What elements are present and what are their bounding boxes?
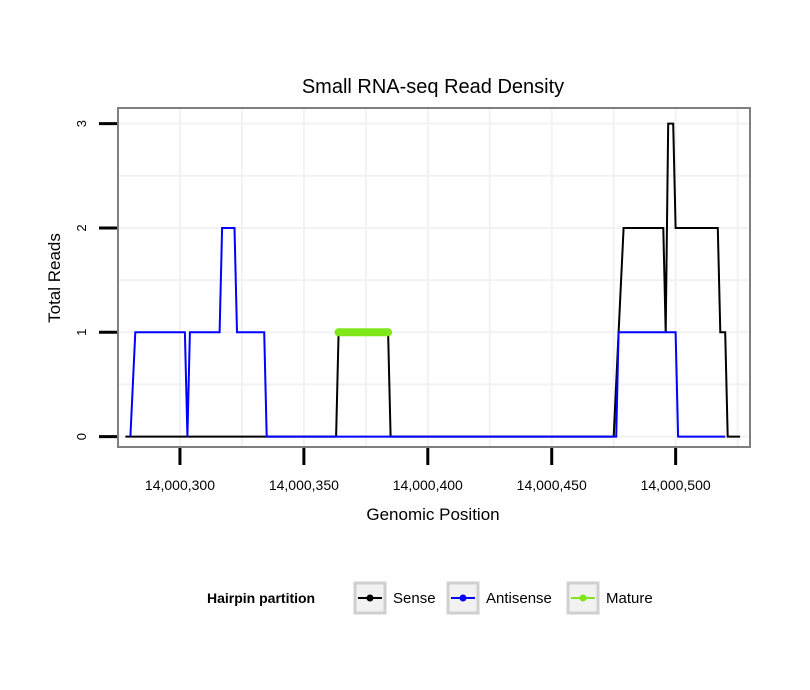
legend-label-mature: Mature xyxy=(606,590,653,607)
series-antisense-line xyxy=(129,227,726,438)
y-tick-label: 0 xyxy=(74,433,89,440)
legend-label-antisense: Antisense xyxy=(486,590,552,607)
y-tick-label: 3 xyxy=(74,120,89,127)
legend: Hairpin partition Sense Antisense Mature xyxy=(207,581,653,615)
x-tick-label: 14,000,300 xyxy=(145,477,215,493)
legend-marker-antisense xyxy=(459,594,467,602)
series-layer xyxy=(125,122,741,438)
y-axis: 0 1 2 3 xyxy=(74,120,117,440)
x-tick-label: 14,000,450 xyxy=(517,477,587,493)
legend-label-sense: Sense xyxy=(393,590,436,607)
x-tick-label: 14,000,500 xyxy=(641,477,711,493)
legend-title: Hairpin partition xyxy=(207,590,315,606)
y-tick-label: 2 xyxy=(74,224,89,231)
legend-marker-mature xyxy=(579,594,587,602)
x-tick-label: 14,000,400 xyxy=(393,477,463,493)
x-axis: 14,000,300 14,000,350 14,000,400 14,000,450… xyxy=(145,448,711,493)
legend-marker-sense xyxy=(366,594,374,602)
x-axis-label: Genomic Position xyxy=(366,505,499,524)
x-tick-label: 14,000,350 xyxy=(269,477,339,493)
chart-title: Small RNA-seq Read Density xyxy=(302,76,564,98)
plot-panel xyxy=(117,107,751,448)
y-tick-label: 1 xyxy=(74,329,89,336)
y-axis-label: Total Reads xyxy=(45,233,64,323)
